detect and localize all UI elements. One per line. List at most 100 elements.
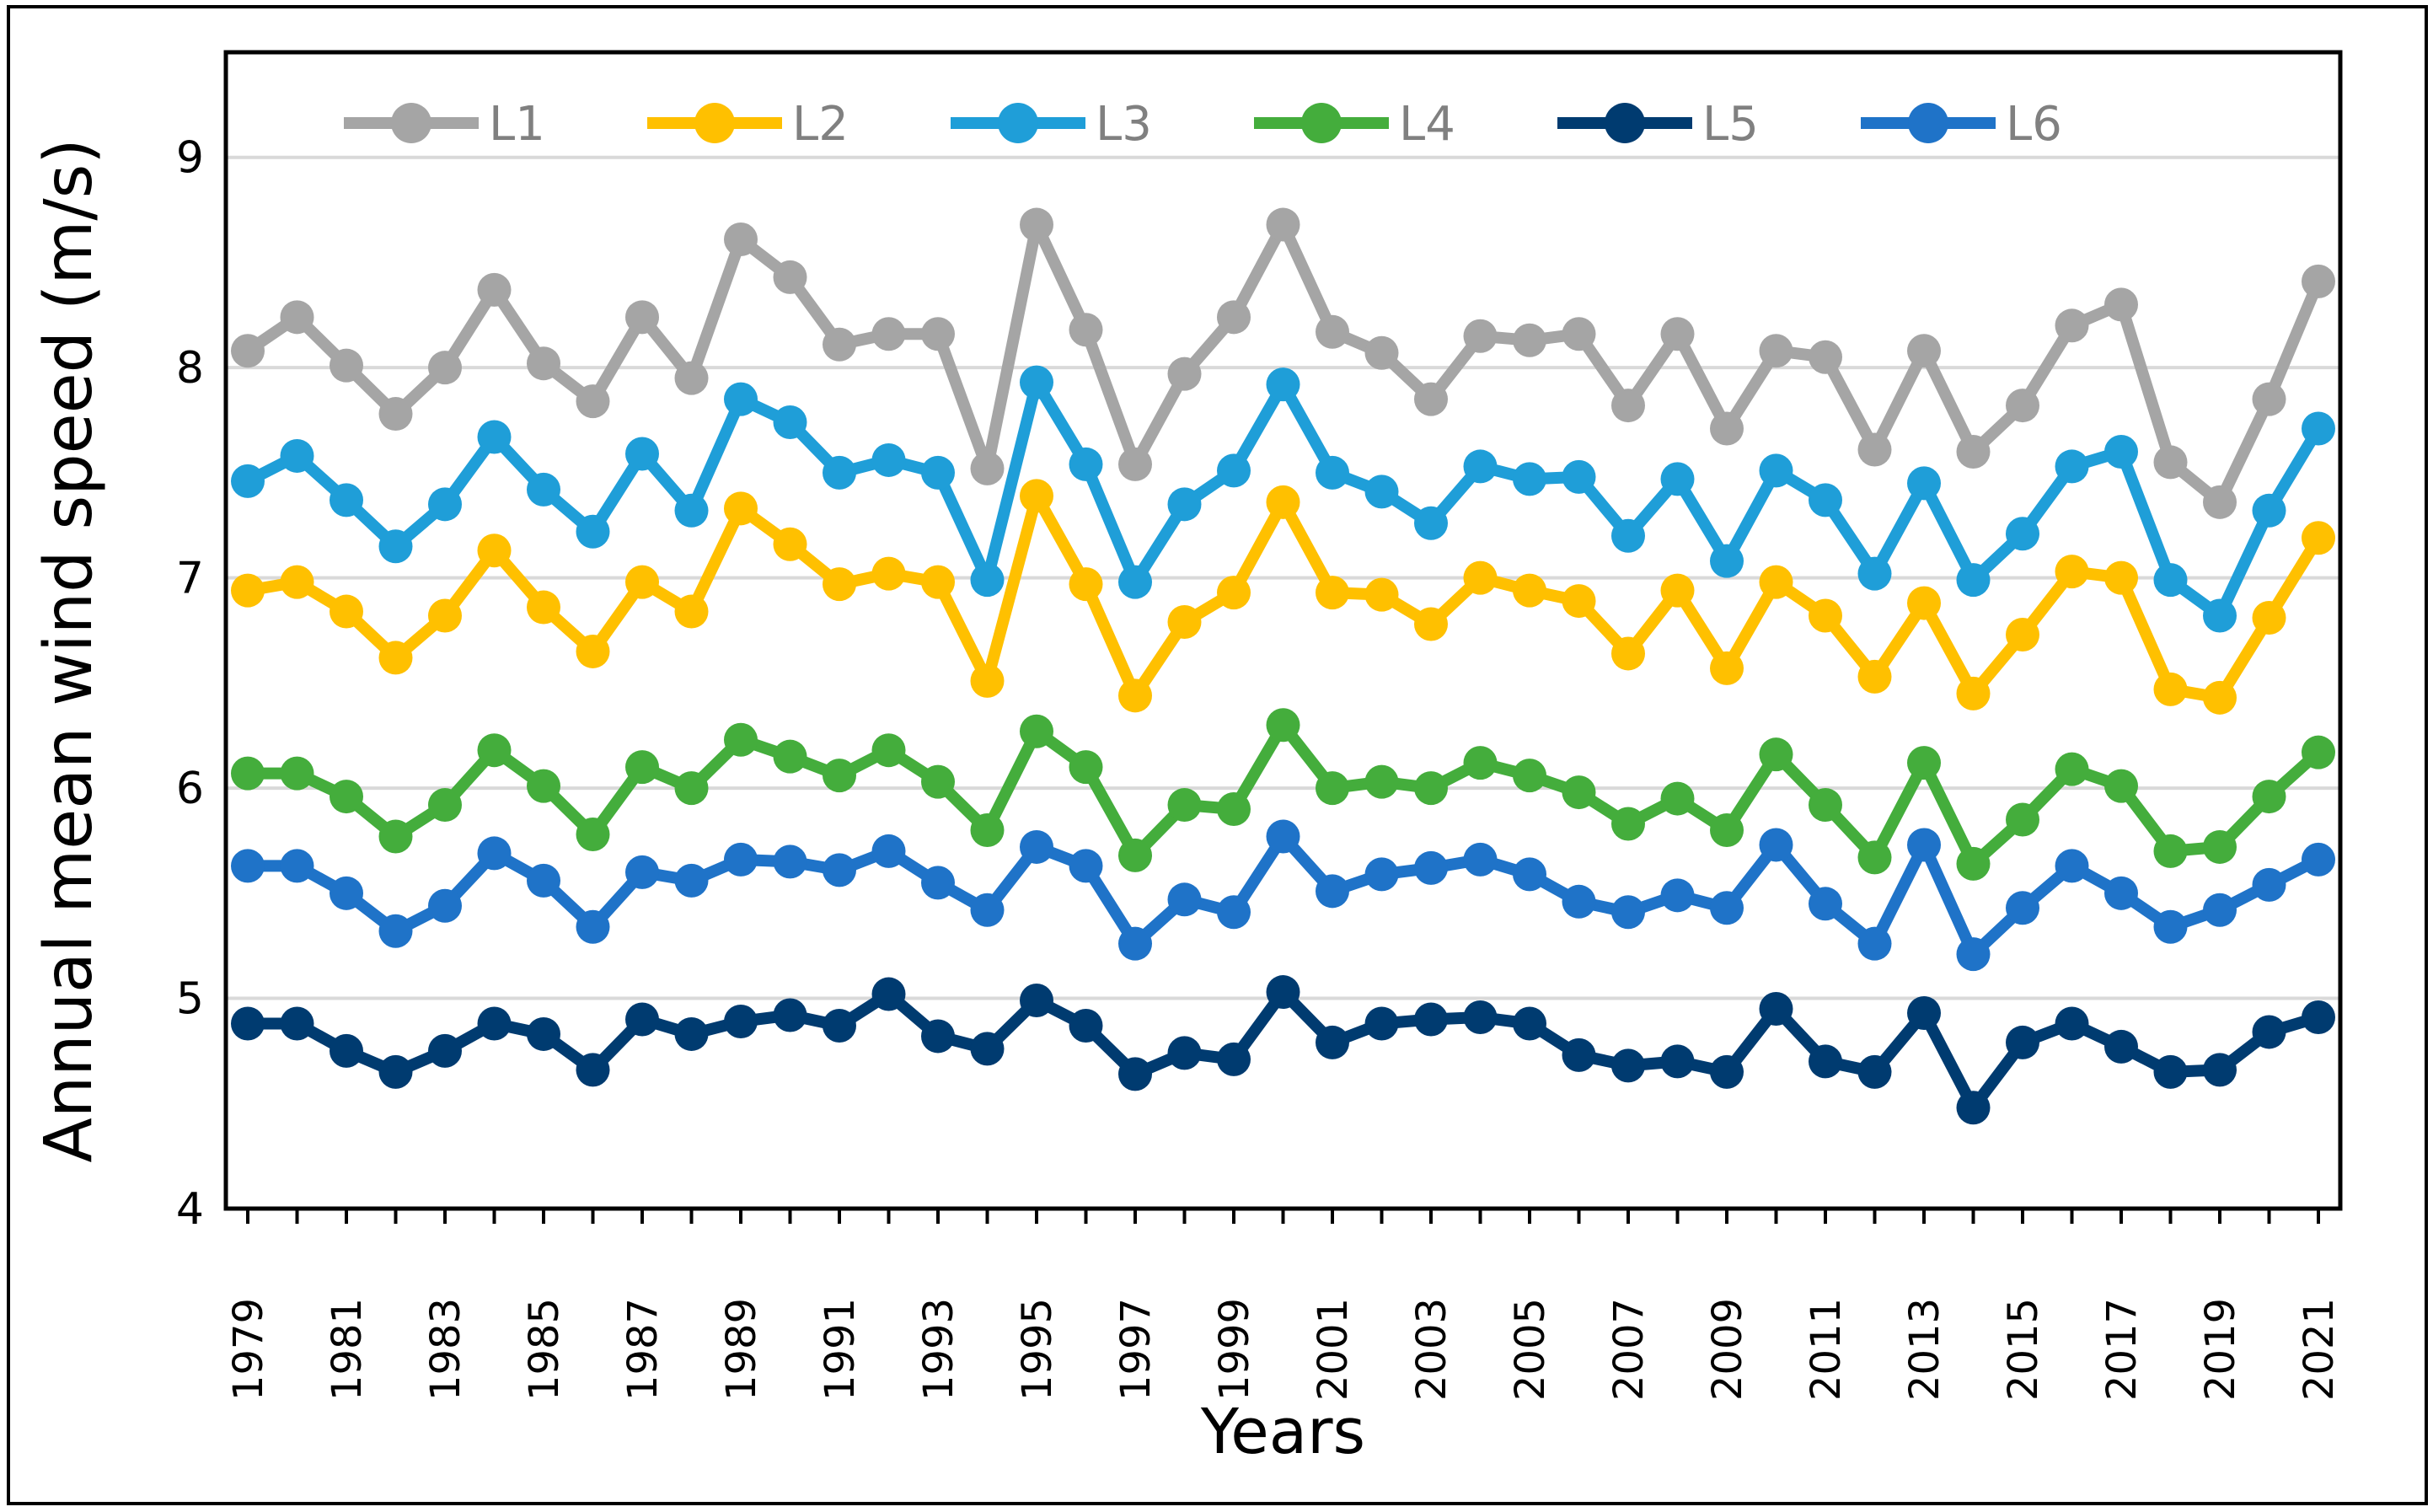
data-point <box>477 1006 512 1041</box>
data-point <box>1759 737 1793 772</box>
data-point <box>1118 447 1152 481</box>
data-point <box>2006 389 2039 423</box>
data-point <box>330 780 363 814</box>
chart-frame <box>7 5 2428 1505</box>
y-tick-label: 6 <box>176 764 204 814</box>
data-point <box>823 1008 856 1043</box>
data-point <box>1364 1006 1399 1041</box>
data-point <box>1611 636 1645 671</box>
x-tick-label: 2013 <box>1901 1298 1948 1401</box>
data-point <box>1266 207 1300 242</box>
data-point <box>1809 340 1842 374</box>
data-point <box>674 771 709 806</box>
series-l5 <box>231 975 2335 1125</box>
y-tick-label: 9 <box>176 133 204 184</box>
data-point <box>2055 308 2089 343</box>
data-point <box>625 750 659 785</box>
data-point <box>1710 891 1744 925</box>
data-point <box>1316 576 1349 610</box>
data-point <box>871 556 906 591</box>
data-point <box>527 1016 560 1051</box>
data-point <box>1217 576 1251 610</box>
legend-label: L4 <box>1399 97 1455 152</box>
data-point <box>1167 1036 1202 1070</box>
data-point <box>477 733 512 768</box>
legend-label: L3 <box>1096 97 1152 152</box>
series-l6 <box>231 819 2335 972</box>
legend-label: L6 <box>2006 97 2062 152</box>
x-tick-label: 2009 <box>1704 1298 1751 1401</box>
data-point <box>773 405 807 440</box>
data-point <box>1316 771 1349 806</box>
data-point <box>773 260 807 294</box>
legend-entry-l3: L3 <box>951 97 1152 152</box>
y-tick-label: 4 <box>176 1184 204 1235</box>
data-point <box>1710 651 1744 685</box>
data-point <box>1809 887 1842 921</box>
data-point <box>1956 676 1991 710</box>
data-point <box>1759 565 1793 599</box>
data-point <box>1414 382 1448 416</box>
data-point <box>231 1006 265 1041</box>
data-point <box>2006 891 2039 925</box>
data-point <box>1809 1044 1842 1079</box>
data-point <box>970 663 1005 698</box>
data-point <box>330 483 363 517</box>
data-point <box>1118 678 1152 713</box>
data-point <box>330 594 363 629</box>
x-tick-label: 1995 <box>1014 1298 1061 1401</box>
data-point <box>280 756 314 791</box>
data-point <box>2252 382 2286 416</box>
data-point <box>625 437 659 471</box>
data-point <box>1759 334 1793 368</box>
gridlines <box>226 155 2340 1000</box>
data-point <box>2006 1025 2039 1059</box>
data-point <box>2203 1053 2237 1087</box>
x-tick-label: 1989 <box>718 1298 765 1401</box>
data-point <box>921 455 955 490</box>
data-point <box>1562 317 1596 351</box>
data-point <box>231 849 265 883</box>
data-point <box>921 565 955 599</box>
data-point <box>231 573 265 608</box>
legend-entry-l4: L4 <box>1254 97 1455 152</box>
data-point <box>1562 459 1596 494</box>
data-point <box>2055 449 2089 484</box>
data-point <box>1167 487 1202 522</box>
data-point <box>724 1004 758 1038</box>
data-point <box>2006 802 2039 837</box>
data-point <box>2055 752 2089 786</box>
data-point <box>1660 878 1695 913</box>
data-point <box>428 1033 462 1068</box>
legend-entry-l1: L1 <box>344 97 545 152</box>
data-point <box>1660 462 1695 496</box>
data-point <box>2302 735 2335 769</box>
data-point <box>1611 518 1645 553</box>
x-tick-label: 2003 <box>1408 1298 1455 1401</box>
data-point <box>1463 560 1498 595</box>
data-point <box>773 527 807 561</box>
data-point <box>576 817 610 851</box>
y-tick-label: 8 <box>176 343 204 394</box>
data-point <box>1710 411 1744 446</box>
data-point <box>1809 483 1842 517</box>
data-point <box>1118 565 1152 599</box>
data-point <box>2055 849 2089 883</box>
legend-label: L1 <box>489 97 545 152</box>
data-point <box>674 493 709 528</box>
data-point <box>970 451 1005 485</box>
legend-marker <box>1908 103 1948 143</box>
data-point <box>378 529 413 564</box>
data-point <box>1069 567 1103 602</box>
data-point <box>1907 334 1941 368</box>
data-point <box>428 788 462 823</box>
data-point <box>1513 573 1546 608</box>
legend-marker <box>694 103 735 143</box>
data-point <box>1217 453 1251 488</box>
data-point <box>1020 207 1053 242</box>
data-point <box>871 442 906 477</box>
data-point <box>1562 884 1596 919</box>
data-point <box>1660 781 1695 816</box>
legend-marker <box>1301 103 1342 143</box>
